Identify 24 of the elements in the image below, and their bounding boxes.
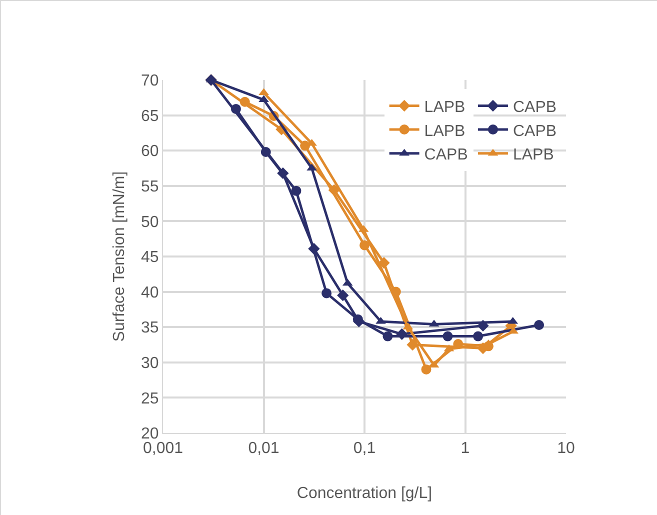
y-tick-label: 20 (141, 426, 159, 443)
x-tick-label: 0,1 (353, 440, 376, 458)
legend-label: CAPB (512, 122, 557, 140)
y-tick-label: 55 (141, 178, 159, 196)
x-tick-label: 10 (557, 440, 575, 458)
y-tick-label: 50 (141, 214, 159, 231)
y-tick-label: 45 (141, 249, 159, 266)
y-tick-label: 25 (141, 390, 159, 408)
legend-label: LAPB (512, 146, 554, 164)
x-tick-label: 1 (460, 440, 470, 458)
x-tick-label: 0,01 (248, 440, 280, 458)
legend-label: LAPB (424, 122, 466, 140)
y-tick-label: 60 (141, 143, 159, 160)
y-tick-label: 35 (141, 320, 159, 337)
x-axis-title: Concentration [g/L] (296, 484, 432, 502)
legend-label: CAPB (512, 98, 557, 116)
y-tick-label: 40 (141, 284, 159, 302)
y-tick-label: 65 (141, 108, 159, 125)
y-tick-label: 70 (141, 72, 159, 90)
y-tick-label: 30 (141, 355, 159, 372)
x-tick-label: 0,001 (142, 440, 184, 458)
legend-label: LAPB (424, 98, 466, 116)
legend-label: CAPB (424, 146, 468, 164)
y-axis-title: Surface Tension [mN/m] (110, 171, 128, 342)
